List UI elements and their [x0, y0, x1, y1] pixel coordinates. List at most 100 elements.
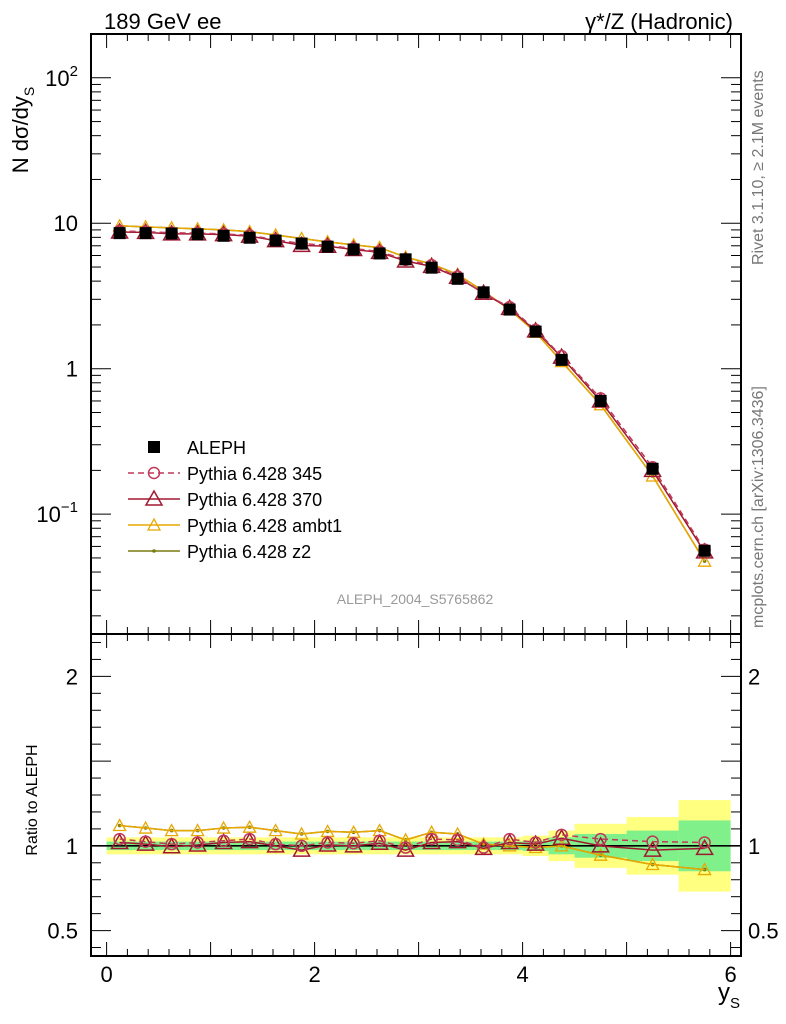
data-point-aleph [243, 231, 256, 244]
ratio-point-pythia-6-428-370 [591, 836, 610, 853]
ratio-point-pythia-6-428-345 [555, 828, 568, 842]
upper-panel: 10−1 1 10 102 [36, 33, 742, 635]
ratio-point-pythia-6-428-345 [165, 837, 178, 851]
data-point-aleph [503, 303, 516, 316]
ratio-point-pythia-6-428-ambt1 [112, 818, 127, 832]
x-tick-label: 6 [724, 962, 736, 987]
data-point-aleph [399, 253, 412, 266]
ratio-y-tick-label-left: 2 [66, 664, 78, 689]
plot-title-left: 189 GeV ee [104, 9, 221, 34]
ratio-point-pythia-6-428-345 [295, 839, 308, 853]
data-point-aleph [269, 234, 282, 247]
data-point-aleph [529, 325, 542, 338]
ratio-point-pythia-6-428-345 [243, 832, 256, 846]
ratio-line-pythia-6-428-370 [119, 837, 705, 851]
mcplots-label: mcplots.cern.ch [arXiv:1306.3436] [750, 386, 767, 628]
ratio-point-pythia-6-428-345 [425, 832, 438, 846]
ratio-point-pythia-6-428-370 [396, 840, 415, 857]
ratio-point-pythia-6-428-ambt1 [502, 838, 517, 852]
ratio-point-pythia-6-428-345 [451, 833, 464, 847]
ratio-point-pythia-6-428-370 [695, 838, 714, 856]
ratio-y-tick-label-right: 2 [748, 664, 760, 689]
ratio-point-pythia-6-428-345 [477, 841, 490, 854]
ratio-line-pythia-6-428-ambt1 [119, 824, 705, 871]
ratio-point-pythia-6-428-ambt1 [268, 823, 283, 837]
x-tick-label: 2 [308, 962, 320, 987]
ratio-point-pythia-6-428-370 [136, 834, 155, 851]
data-point-aleph [698, 544, 711, 557]
legend-marker [147, 466, 161, 480]
ratio-point-pythia-6-428-345 [139, 835, 152, 848]
ratio-point-pythia-6-428-ambt1 [164, 823, 179, 837]
data-point-aleph [295, 237, 308, 250]
ratio-point-pythia-6-428-370 [474, 838, 493, 856]
ratio-point-pythia-6-428-345 [347, 837, 360, 850]
ratio-y-tick-label-left: 0.5 [47, 919, 78, 944]
data-point-pythia-6-428-ambt1 [697, 553, 712, 567]
ratio-y-tick-label-right: 1 [748, 834, 760, 859]
ratio-point-pythia-6-428-345 [269, 837, 282, 851]
y-tick-label: 10 [54, 211, 78, 236]
ratio-point-pythia-6-428-345 [698, 836, 711, 849]
y-tick-label: 102 [45, 63, 78, 91]
ratio-point-pythia-6-428-ambt1 [697, 862, 712, 876]
ratio-point-pythia-6-428-370 [318, 835, 337, 852]
data-point-aleph [347, 243, 360, 256]
legend-label: Pythia 6.428 345 [187, 464, 322, 484]
ratio-point-pythia-6-428-370 [162, 837, 181, 854]
legend: ALEPH Pythia 6.428 345 Pythia 6.428 370 Pyt… [128, 438, 342, 562]
data-point-aleph [373, 247, 386, 260]
ratio-y-tick-label-left: 1 [66, 834, 78, 859]
data-point-aleph [594, 394, 607, 407]
ratio-point-pythia-6-428-ambt1 [645, 857, 660, 871]
ratio-point-pythia-6-428-370 [552, 828, 571, 845]
data-point-aleph [191, 228, 204, 241]
legend-label: Pythia 6.428 ambt1 [187, 516, 342, 536]
ratio-point-pythia-6-428-370 [110, 832, 129, 850]
ratio-point-pythia-6-428-ambt1 [554, 838, 569, 852]
analysis-label: ALEPH_2004_S5765862 [337, 591, 494, 607]
rivet-version-label: Rivet 3.1.10, ≥ 2.1M events [750, 70, 767, 265]
ratio-point-pythia-6-428-ambt1 [138, 820, 153, 834]
ratio-point-pythia-6-428-345 [646, 835, 659, 848]
ratio-point-pythia-6-428-ambt1 [593, 847, 608, 861]
legend-marker [144, 489, 164, 506]
ratio-point-pythia-6-428-370 [500, 832, 519, 850]
ratio-point-pythia-6-428-345 [594, 832, 607, 846]
data-point-aleph [646, 462, 659, 475]
ratio-plot-frame [90, 633, 742, 957]
ratio-point-pythia-6-428-345 [373, 834, 386, 848]
data-point-aleph [113, 227, 126, 240]
data-point-aleph [555, 353, 568, 366]
ratio-panel: 0.5 0.5 1 1 2 2 [47, 633, 779, 957]
legend-label: Pythia 6.428 370 [187, 490, 322, 510]
ratio-point-pythia-6-428-345 [113, 832, 126, 846]
ratio-line-pythia-6-428-345 [119, 834, 705, 849]
ratio-point-pythia-6-428-370 [188, 835, 207, 852]
ratio-point-pythia-6-428-ambt1 [398, 832, 413, 846]
legend-marker [152, 549, 156, 553]
x-tick-label: 4 [516, 962, 528, 987]
ratio-y-tick-label-right: 0.5 [748, 919, 779, 944]
y-tick-label: 10−1 [36, 499, 78, 527]
legend-label: Pythia 6.428 z2 [187, 542, 311, 562]
data-point-aleph [425, 261, 438, 274]
data-point-aleph [165, 227, 178, 240]
ratio-point-pythia-6-428-370 [643, 840, 662, 857]
ratio-point-pythia-6-428-345 [217, 834, 230, 848]
ratio-point-pythia-6-428-370 [344, 836, 363, 853]
x-axis-label: yS [718, 979, 740, 1012]
ratio-point-pythia-6-428-370 [526, 834, 545, 851]
ratio-point-pythia-6-428-ambt1 [294, 826, 309, 840]
data-point-aleph [139, 227, 152, 240]
y-tick-label: 1 [66, 357, 78, 382]
ratio-point-pythia-6-428-345 [191, 836, 204, 849]
legend-label: ALEPH [187, 438, 246, 458]
ratio-point-pythia-6-428-ambt1 [450, 826, 465, 840]
data-point-aleph [217, 229, 230, 242]
data-point-aleph [321, 240, 334, 253]
data-point-aleph [477, 286, 490, 299]
ratio-point-pythia-6-428-370 [422, 832, 441, 850]
upper-y-axis-label: N dσ/dyS [8, 87, 37, 174]
